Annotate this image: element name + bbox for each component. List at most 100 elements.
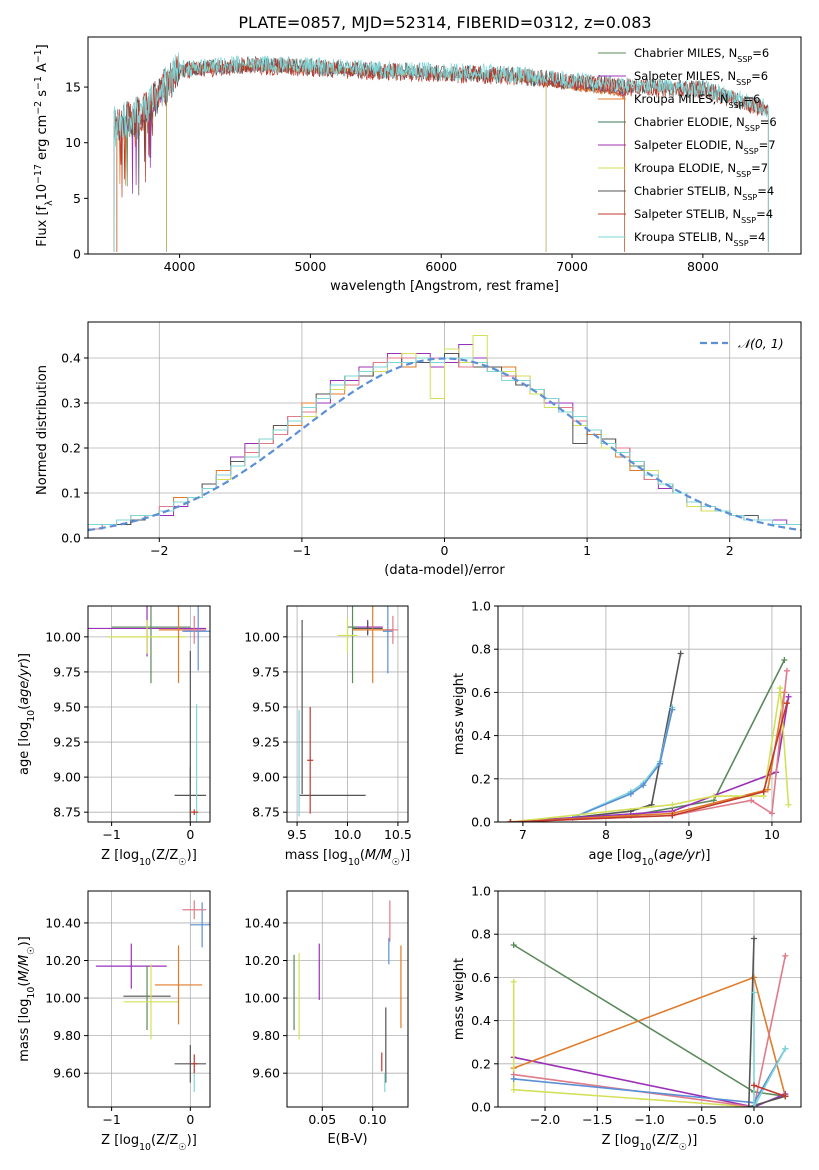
label-fragment: SSP: [744, 147, 759, 156]
x-tick-label: 0.0: [744, 1112, 764, 1127]
age-vs-z-frame: [87, 605, 211, 823]
label-fragment: A: [35, 63, 50, 76]
label-fragment: =7: [751, 161, 768, 175]
series-point-marker: [750, 1082, 757, 1089]
spectrum-series-line: [116, 63, 625, 252]
x-tick-label: 2: [726, 543, 734, 558]
mass-vs-ebv-marks: [293, 900, 402, 1092]
legend-label: Salpeter STELIB, NSSP=4: [634, 207, 773, 225]
series-point-marker: [669, 812, 676, 819]
x-tick-label: 7000: [556, 259, 588, 274]
label-fragment: SSP: [729, 101, 744, 110]
label-fragment: age [log: [588, 848, 641, 863]
series-point-marker: [750, 989, 757, 996]
age-vs-mass-panel: 9.5 10.0 10.5 8.75 9.00 9.25 9.50 9.75 10.00: [244, 605, 412, 842]
y-tick-label: 0.4: [471, 728, 491, 743]
x-tick-label: −1.0: [634, 1112, 664, 1127]
series-point-marker: [510, 1075, 517, 1082]
series-point-marker: [748, 797, 755, 804]
figure-title: PLATE=0857, MJD=52314, FIBERID=0312, z=0…: [238, 13, 651, 32]
normal-reference-curve: [88, 357, 801, 532]
y-tick-label: 9.25: [252, 735, 280, 750]
y-tick-label: 0.6: [471, 970, 491, 985]
x-tick-label: 10: [764, 827, 780, 842]
label-fragment: (: [17, 705, 32, 710]
label-fragment: Kroupa ELODIE, N: [634, 161, 736, 175]
x-tick-label: 9.5: [287, 827, 307, 842]
label-fragment: (Z/Z: [151, 848, 178, 863]
series-point-marker: [750, 974, 757, 981]
legend-label: Salpeter ELODIE, NSSP=7: [634, 138, 776, 156]
label-fragment: λ: [44, 200, 55, 206]
weight-vs-z-panel: −2.0 −1.5 −1.0 −0.5 0.0 0.0 0.2 0.4 0.6 0.8 1.0 mas…: [452, 884, 802, 1127]
label-fragment: )]: [700, 848, 710, 863]
label-fragment: 10: [348, 857, 360, 868]
label-fragment: =4: [757, 184, 774, 198]
label-fragment: 10: [26, 710, 37, 722]
legend-label: Chabrier STELIB, NSSP=4: [634, 184, 774, 202]
y-tick-label: 0.2: [61, 441, 81, 456]
series-point-marker: [782, 1093, 789, 1100]
y-tick-label: 9.80: [252, 1028, 280, 1043]
label-fragment: mass [log: [17, 999, 32, 1062]
y-tick-label: 10.00: [45, 991, 81, 1006]
series-point-marker: [627, 790, 634, 797]
legend-label: Chabrier ELODIE, NSSP=6: [634, 115, 777, 133]
y-tick-label: 0.2: [471, 1056, 491, 1071]
x-tick-label: −1: [293, 543, 311, 558]
mass-vs-ebv-frame: [286, 890, 409, 1108]
age-vs-z-marks: [88, 606, 210, 822]
x-tick-label: 10.0: [334, 827, 362, 842]
legend-label: Chabrier MILES, NSSP=6: [634, 46, 769, 64]
y-tick-label: 1.0: [471, 884, 491, 899]
label-fragment: age/yr: [659, 848, 702, 863]
label-fragment: =6: [744, 92, 761, 106]
mass-weight-series-line: [510, 687, 790, 822]
y-tick-label: 9.25: [53, 735, 81, 750]
y-tick-label: 0.0: [471, 815, 491, 830]
mass-vs-z-marks: [95, 900, 210, 1092]
series-point-marker: [785, 693, 792, 700]
label-fragment: =7: [759, 138, 776, 152]
series-point-marker: [781, 657, 788, 663]
y-axis-label: mass weight: [452, 958, 467, 1040]
x-tick-label: 0: [441, 543, 449, 558]
label-fragment: −2: [33, 101, 44, 115]
y-tick-label: 10.00: [244, 991, 280, 1006]
mass-weight-series-line: [513, 1056, 786, 1107]
y-tick-label: 0.2: [471, 771, 491, 786]
spectrum-series-line: [166, 62, 547, 252]
y-tick-label: 0.0: [61, 531, 81, 546]
x-tick-label: −0.5: [687, 1112, 717, 1127]
x-tick-label: −2: [150, 543, 168, 558]
label-fragment: =6: [760, 115, 777, 129]
y-tick-label: 9.60: [53, 1066, 81, 1081]
label-fragment: )]: [17, 936, 32, 946]
label-fragment: M/M: [17, 955, 32, 982]
age-vs-mass-marks: [298, 606, 398, 817]
label-fragment: Kroupa STELIB, N: [634, 230, 734, 244]
label-fragment: SSP: [736, 170, 751, 179]
label-fragment: 10: [139, 1142, 151, 1153]
y-tick-label: 9.75: [252, 664, 280, 679]
y-tick-label: 10: [65, 135, 81, 150]
legend-label: Kroupa MILES, NSSP=6: [634, 92, 760, 110]
label-fragment: 10: [26, 987, 37, 999]
label-fragment: SSP: [737, 55, 752, 64]
label-fragment: =4: [756, 207, 773, 221]
label-fragment: 10: [35, 184, 50, 201]
y-axis-label: mass weight: [452, 673, 467, 755]
x-axis-label: Z [log10(Z/Z☉)]: [101, 1133, 197, 1153]
label-fragment: age [log: [17, 722, 32, 775]
y-tick-label: 15: [65, 80, 81, 95]
y-tick-label: 9.50: [252, 699, 280, 714]
y-tick-label: 9.00: [53, 770, 81, 785]
series-point-marker: [783, 667, 790, 674]
y-tick-label: 10.40: [45, 915, 81, 930]
y-tick-label: 0.8: [471, 642, 491, 657]
x-tick-label: −2.0: [530, 1112, 560, 1127]
series-point-marker: [760, 788, 767, 795]
x-axis-label: E(B-V): [327, 1132, 367, 1147]
